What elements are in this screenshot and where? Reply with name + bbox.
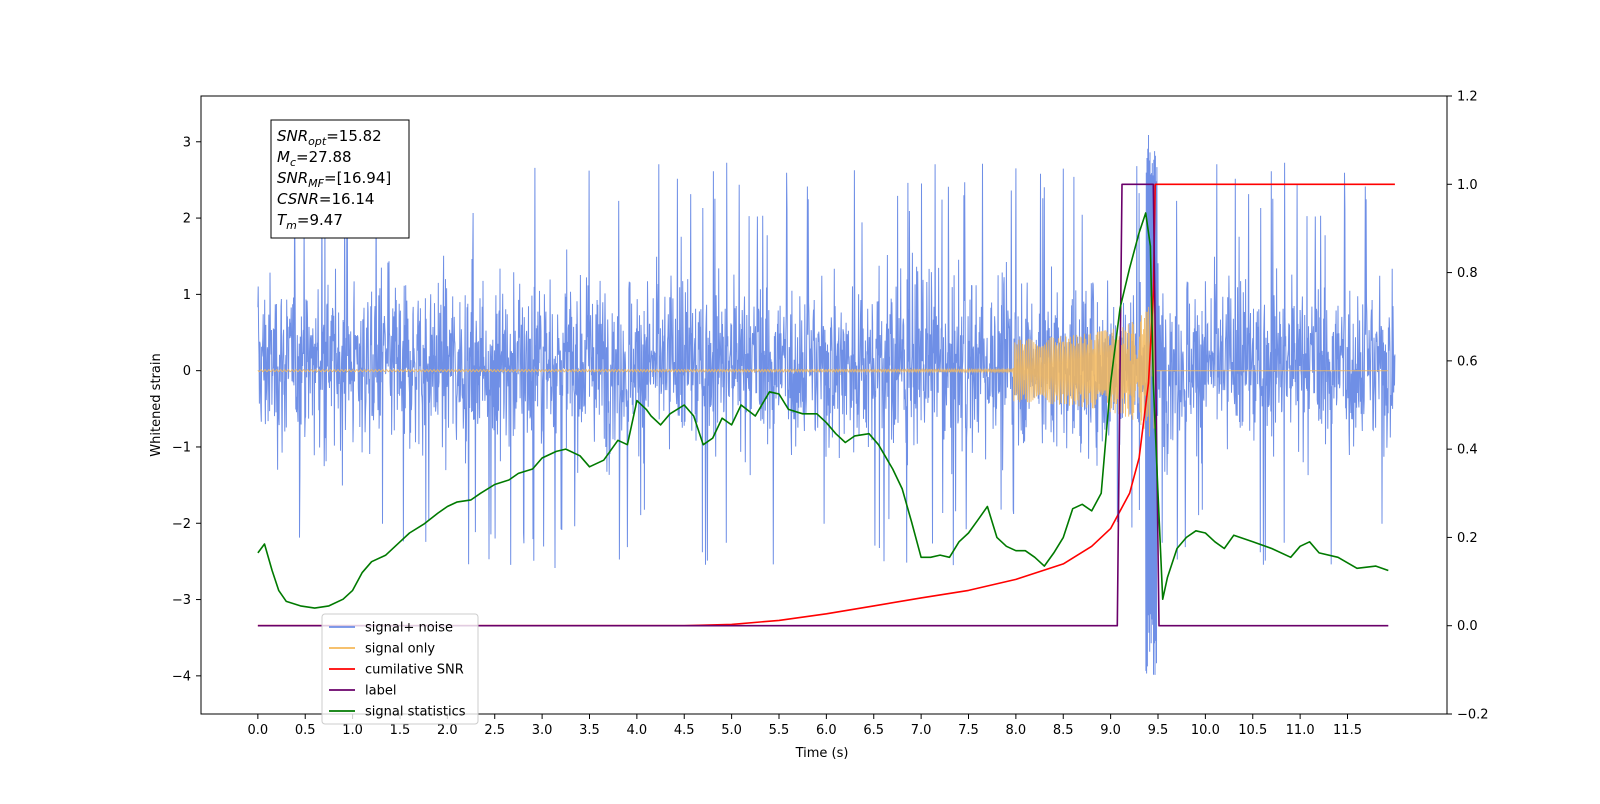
- x-tick-label: 4.5: [674, 723, 695, 738]
- x-tick-label: 11.0: [1286, 723, 1315, 738]
- series-cumulative-snr: [257, 183, 1395, 627]
- x-tick-label: 11.5: [1333, 723, 1362, 738]
- annotation-box: SNRopt=15.82Mc=27.88SNRMF=[16.94]CSNR=16…: [270, 119, 410, 239]
- y-tick-label: −4: [172, 669, 191, 684]
- y-tick-label: 0: [183, 364, 191, 379]
- x-tick-label: 5.5: [769, 723, 790, 738]
- y2-tick-label: 1.0: [1457, 178, 1478, 193]
- annotation-line: Tm=9.47: [277, 211, 343, 232]
- x-tick-label: 10.0: [1191, 723, 1220, 738]
- annotation-subscript: m: [286, 219, 297, 232]
- x-tick-label: 3.5: [579, 723, 600, 738]
- y-tick-label: 3: [183, 135, 191, 150]
- x-tick-label: 6.5: [863, 723, 884, 738]
- y2-tick-label: 1.2: [1457, 90, 1478, 105]
- x-tick-label: 5.0: [721, 723, 742, 738]
- y-tick-label: −3: [172, 593, 191, 608]
- y2-tick-label: 0.8: [1457, 266, 1478, 281]
- legend-frame: [321, 613, 479, 725]
- x-tick-label: 8.0: [1006, 723, 1027, 738]
- annotation-line: SNRopt=15.82: [277, 127, 382, 148]
- x-tick-label: 2.5: [484, 723, 505, 738]
- x-axis-label: Time (s): [795, 746, 849, 761]
- x-tick-label: 3.0: [532, 723, 553, 738]
- series-signal-only: [257, 281, 1389, 437]
- annotation-line: CSNR=16.14: [277, 190, 374, 208]
- legend-entry: signal only: [365, 642, 435, 657]
- y-axis-label: Whitened strain: [149, 353, 164, 456]
- series-label: [257, 183, 1389, 627]
- series-signal-statistics: [257, 212, 1389, 609]
- y2-tick-label: −0.2: [1457, 708, 1489, 723]
- y2-tick-label: 0.6: [1457, 354, 1478, 369]
- annotation-symbol: T: [277, 211, 288, 229]
- x-tick-label: 0.5: [295, 723, 316, 738]
- y2-tick-label: 0.2: [1457, 531, 1478, 546]
- x-tick-label: 7.0: [911, 723, 932, 738]
- annotation-subscript: c: [290, 156, 296, 169]
- legend-entry: signal+ noise: [365, 621, 453, 636]
- annotation-box-frame: [270, 119, 410, 239]
- x-tick-label: 2.0: [437, 723, 458, 738]
- x-tick-label: 1.0: [342, 723, 363, 738]
- y-tick-label: 1: [183, 288, 191, 303]
- annotation-symbol: CSNR: [277, 190, 319, 208]
- x-tick-label: 9.5: [1148, 723, 1169, 738]
- y2-tick-label: 0.0: [1457, 619, 1478, 634]
- annotation-value: =16.14: [319, 190, 375, 208]
- x-tick-label: 7.5: [958, 723, 979, 738]
- x-tick-label: 6.0: [816, 723, 837, 738]
- x-tick-label: 1.5: [390, 723, 411, 738]
- plot-frame: [200, 95, 1448, 715]
- annotation-value: =[16.94]: [324, 169, 391, 187]
- annotation-value: =27.88: [296, 148, 352, 166]
- legend-entry: cumilative SNR: [365, 663, 464, 678]
- annotation-symbol: M: [277, 148, 290, 166]
- y-tick-label: −1: [172, 440, 191, 455]
- y-tick-label: −2: [172, 517, 191, 532]
- y2-tick-label: 0.4: [1457, 443, 1478, 458]
- annotation-line: SNRMF=[16.94]: [277, 169, 391, 190]
- y-tick-label: 2: [183, 212, 191, 227]
- annotation-value: =15.82: [326, 127, 382, 145]
- x-tick-label: 8.5: [1053, 723, 1074, 738]
- legend: signal+ noise signal only cumilative SNR la…: [321, 613, 479, 725]
- series-signal-noise: [257, 134, 1396, 675]
- annotation-value: =9.47: [297, 211, 343, 229]
- x-tick-label: 0.0: [248, 723, 269, 738]
- x-tick-label: 4.0: [627, 723, 648, 738]
- annotation-line: Mc=27.88: [277, 148, 352, 169]
- annotation-subscript: opt: [308, 135, 327, 148]
- annotation-symbol: SNR: [277, 169, 308, 187]
- annotation-subscript: MF: [308, 177, 324, 190]
- x-tick-label: 9.0: [1100, 723, 1121, 738]
- annotation-symbol: SNR: [277, 127, 308, 145]
- legend-entry: label: [365, 684, 396, 699]
- legend-entry: signal statistics: [365, 705, 466, 720]
- x-tick-label: 10.5: [1238, 723, 1267, 738]
